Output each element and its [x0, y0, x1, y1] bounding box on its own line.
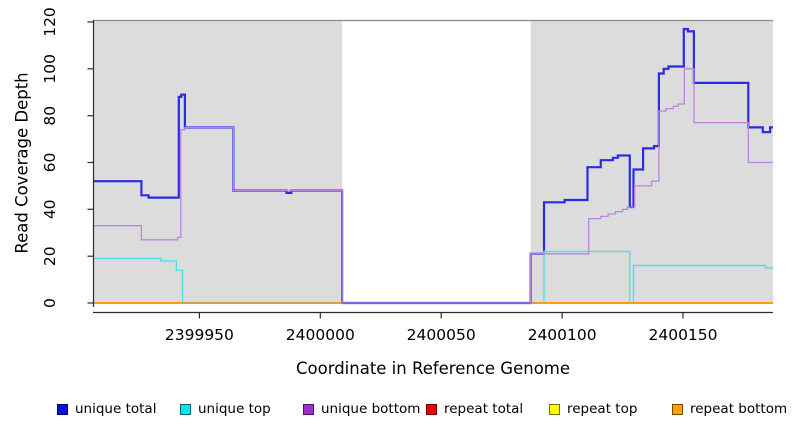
- y-tick-label: 20: [41, 246, 59, 266]
- legend-label: unique total: [75, 401, 157, 417]
- legend-label: unique bottom: [321, 401, 421, 417]
- y-tick-label: 0: [41, 298, 59, 308]
- series-line-unique-top: [93, 257, 343, 304]
- y-tick-label: 60: [41, 153, 59, 173]
- legend-label: repeat bottom: [690, 401, 788, 417]
- legend-item-unique-total: unique total: [57, 401, 157, 417]
- legend-swatch: [180, 404, 191, 415]
- y-tick-label: 40: [41, 199, 59, 219]
- series-line-unique-bottom: [93, 68, 773, 304]
- y-tick-label: 120: [41, 7, 59, 37]
- x-tick-label: 2400000: [286, 326, 355, 344]
- x-tick-label: 2400100: [528, 326, 597, 344]
- legend-item-repeat-total: repeat total: [426, 401, 524, 417]
- legend-item-unique-bottom: unique bottom: [303, 401, 421, 417]
- series-line-unique-total: [93, 27, 773, 305]
- y-tick-label: 100: [41, 54, 59, 84]
- legend-label: repeat top: [567, 401, 638, 417]
- legend-item-repeat-bottom: repeat bottom: [672, 401, 788, 417]
- x-tick-label: 2400150: [648, 326, 717, 344]
- legend-swatch: [426, 404, 437, 415]
- x-tick-label: 2400050: [407, 326, 476, 344]
- legend-swatch: [303, 404, 314, 415]
- coverage-region-shading: [530, 21, 773, 303]
- legend-swatch: [672, 404, 683, 415]
- y-tick-label: 80: [41, 106, 59, 126]
- x-tick-label: 2399950: [165, 326, 234, 344]
- legend-label: repeat total: [444, 401, 524, 417]
- x-axis-title: Coordinate in Reference Genome: [295, 359, 571, 378]
- legend-label: unique top: [198, 401, 271, 417]
- coverage-region-shading: [93, 21, 343, 303]
- plot-area: 0 20 40 60 80 100 120 2399950 2400000 2400050 2400…: [41, 7, 773, 344]
- legend-swatch: [549, 404, 560, 415]
- y-axis-title: Read Coverage Depth: [12, 72, 32, 254]
- legend-item-unique-top: unique top: [180, 401, 271, 417]
- legend-item-repeat-top: repeat top: [549, 401, 638, 417]
- legend-swatch: [57, 404, 68, 415]
